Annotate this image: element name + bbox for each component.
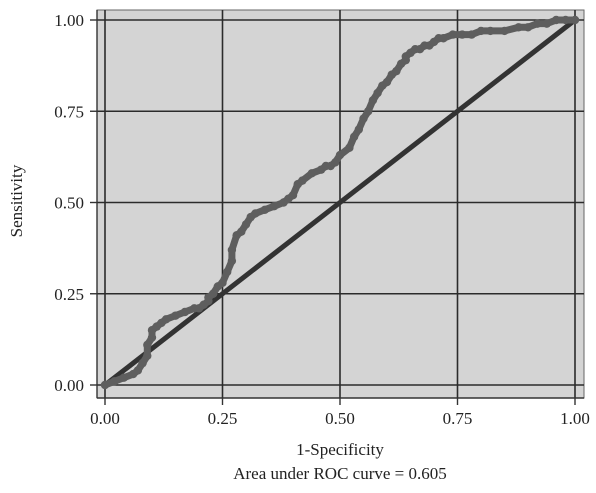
roc-point — [147, 333, 157, 342]
roc-point — [180, 307, 190, 317]
roc-point — [561, 15, 570, 25]
roc-point — [171, 311, 180, 320]
roc-point — [542, 19, 551, 28]
x-tick-label: 0.50 — [325, 409, 355, 428]
roc-point — [439, 34, 448, 43]
roc-point — [143, 351, 152, 360]
roc-point — [227, 256, 237, 266]
roc-caption: Area under ROC curve = 0.605 — [233, 464, 447, 483]
y-tick-label: 1.00 — [54, 11, 84, 30]
roc-point — [533, 19, 542, 28]
y-axis-title: Sensitivity — [7, 164, 26, 237]
roc-point — [298, 176, 307, 185]
reference-line — [102, 17, 578, 388]
roc-point — [500, 26, 509, 36]
roc-point — [354, 125, 363, 134]
roc-point — [373, 88, 382, 98]
grid-lines — [97, 10, 584, 398]
roc-point — [110, 377, 119, 386]
roc-point — [241, 220, 251, 229]
roc-point — [368, 96, 378, 105]
roc-curve-group — [100, 15, 580, 390]
roc-point — [307, 169, 316, 178]
x-axis-title: 1-Specificity — [296, 440, 384, 459]
roc-point — [523, 23, 533, 32]
roc-point — [392, 66, 401, 76]
x-tick-label: 0.75 — [443, 409, 473, 428]
roc-point — [270, 201, 279, 211]
reference-line-group — [102, 17, 578, 388]
roc-point — [218, 278, 227, 287]
roc-point — [331, 158, 340, 167]
roc-point — [349, 132, 359, 141]
roc-point — [223, 267, 232, 277]
roc-point — [119, 373, 128, 382]
roc-point — [514, 23, 523, 32]
y-tick-label: 0.00 — [54, 376, 84, 395]
roc-point — [552, 15, 561, 25]
roc-point — [476, 26, 486, 36]
axes — [90, 10, 584, 405]
roc-point — [364, 107, 373, 116]
roc-point — [448, 30, 457, 39]
roc-point — [458, 30, 467, 39]
y-tick-label: 0.25 — [54, 285, 84, 304]
roc-point — [133, 366, 143, 375]
y-tick-label: 0.50 — [54, 194, 84, 213]
roc-point — [359, 114, 368, 123]
y-tick-label: 0.75 — [54, 102, 84, 121]
x-tick-label: 0.00 — [90, 409, 120, 428]
roc-point — [161, 315, 171, 324]
roc-point — [486, 26, 495, 36]
roc-point — [345, 143, 354, 152]
roc-point — [335, 150, 345, 160]
roc-point — [288, 191, 298, 200]
roc-point — [100, 380, 110, 390]
roc-point — [237, 227, 246, 236]
roc-point — [143, 340, 152, 350]
roc-point — [570, 15, 580, 25]
x-tick-label: 1.00 — [560, 409, 590, 428]
roc-point — [138, 358, 147, 368]
tick-labels: 0.00 0.25 0.50 0.75 1.00 0.00 0.25 0.50 0.75 1.00 — [54, 11, 590, 428]
roc-point — [227, 245, 237, 255]
x-tick-label: 0.25 — [208, 409, 238, 428]
roc-point — [467, 30, 476, 39]
roc-point — [251, 209, 260, 218]
roc-point — [208, 289, 218, 298]
roc-point — [382, 77, 392, 87]
roc-point — [260, 205, 269, 214]
